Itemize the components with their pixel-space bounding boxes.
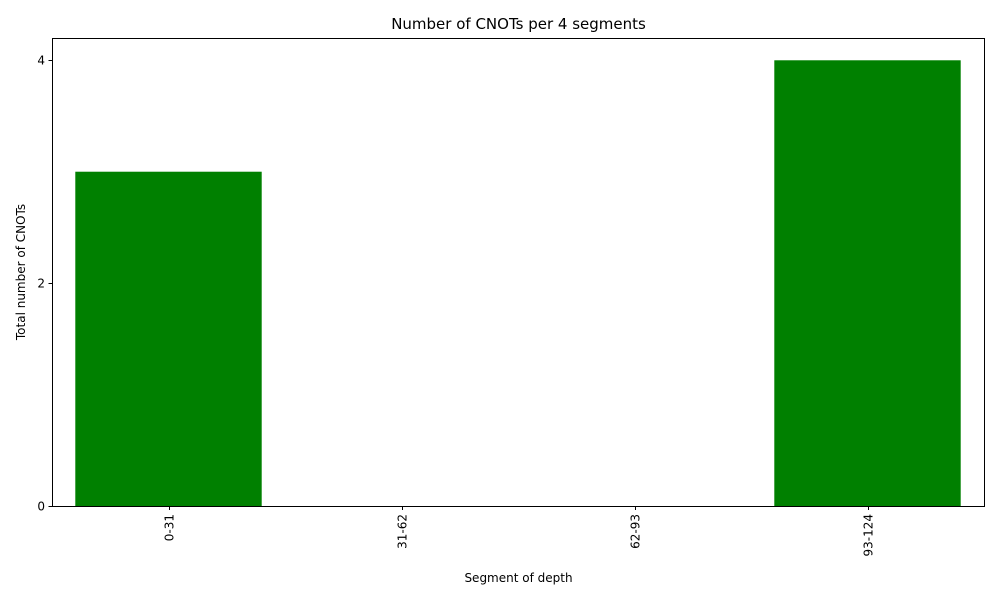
bar-0-31 (75, 171, 262, 506)
y-axis-title: Total number of CNOTs (14, 204, 28, 341)
x-ticks-group: 0-31 31-62 62-93 93-124 (163, 506, 876, 557)
y-ticks-group: 0 2 4 (37, 54, 53, 514)
chart-title: Number of CNOTs per 4 segments (391, 15, 646, 33)
x-tick-label: 31-62 (396, 514, 410, 549)
x-axis-title: Segment of depth (464, 571, 572, 585)
bars-group (75, 60, 961, 507)
plot-area-frame (52, 38, 985, 507)
x-tick-label: 93-124 (862, 514, 876, 557)
y-tick-label: 0 (37, 500, 45, 514)
x-tick-label: 62-93 (629, 514, 643, 549)
x-tick-label: 0-31 (163, 514, 177, 541)
bar-93-124 (774, 60, 961, 507)
y-tick-label: 2 (37, 277, 45, 291)
y-tick-label: 4 (37, 54, 45, 68)
